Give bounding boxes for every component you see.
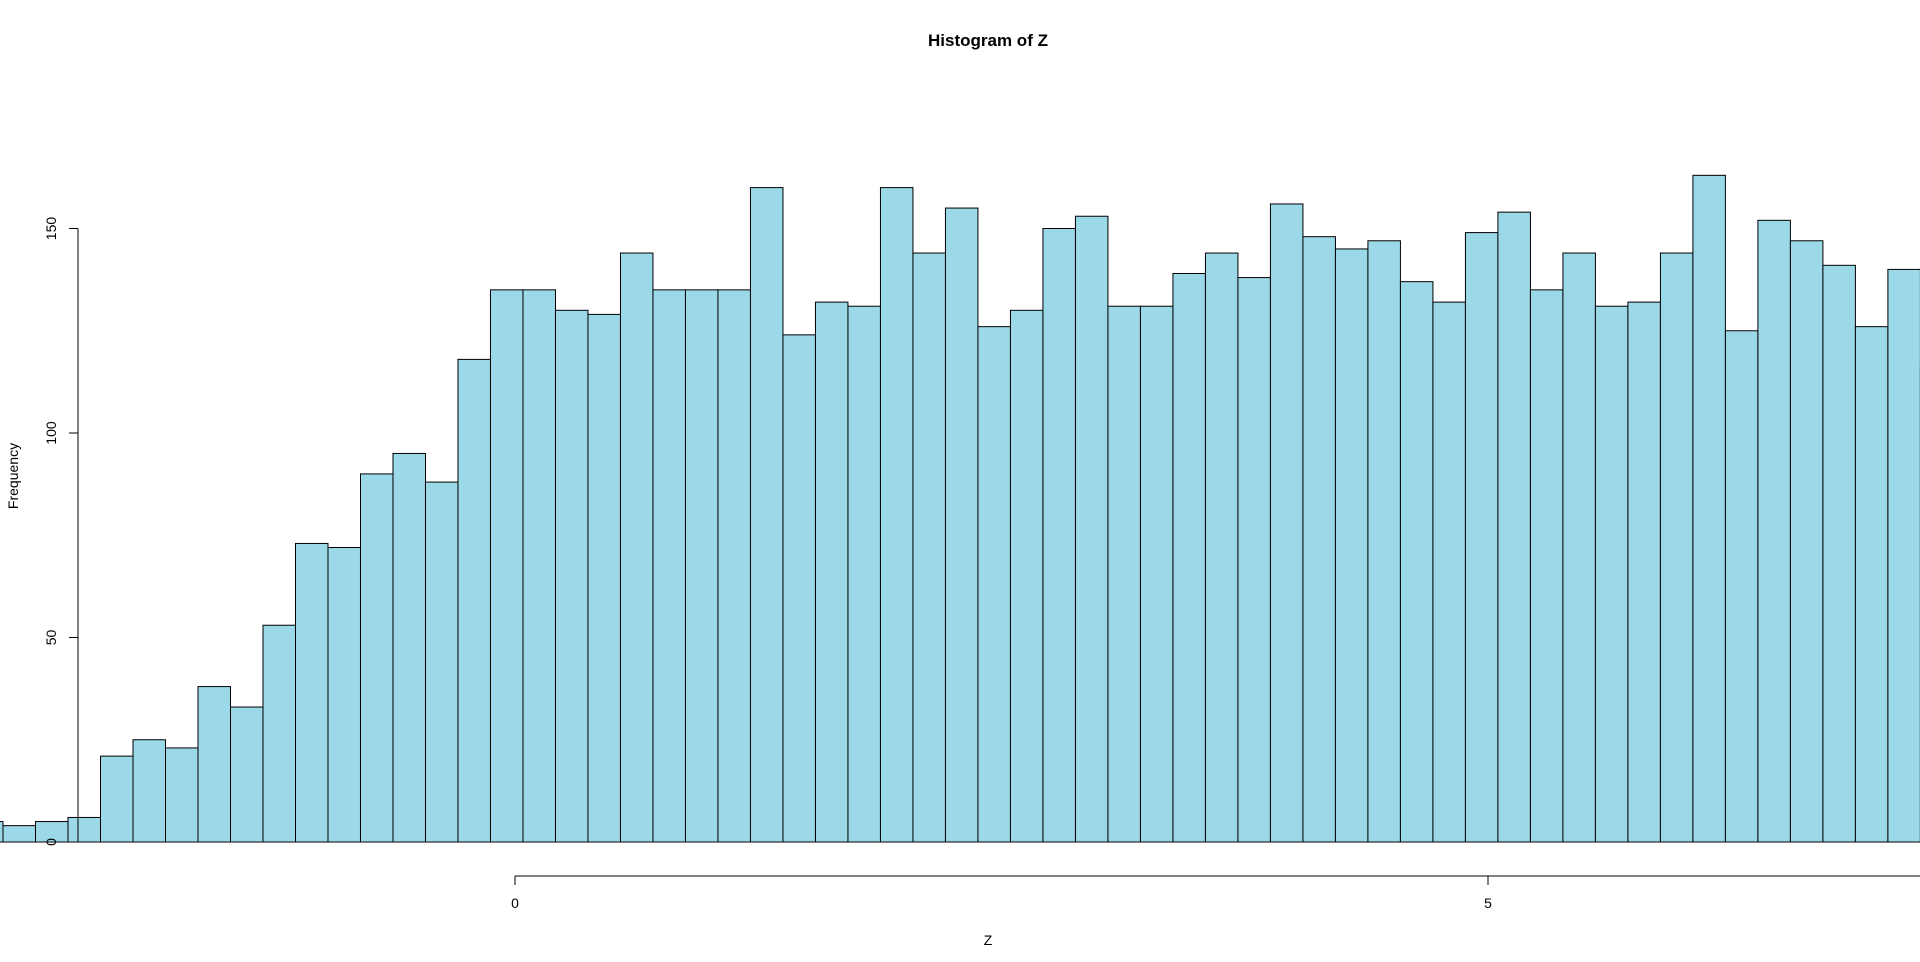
histogram-bar (1302, 236, 1336, 843)
histogram-bar (587, 313, 621, 843)
histogram-bar (1562, 252, 1596, 843)
histogram-bar (1172, 272, 1206, 843)
histogram-bar (2, 825, 37, 843)
histogram-bar (1789, 240, 1824, 843)
histogram-bar (847, 305, 881, 843)
histogram-bar (749, 187, 784, 843)
histogram-bar (262, 624, 296, 843)
histogram-bar (1367, 240, 1401, 843)
y-axis: 0 50 100 150 (43, 217, 79, 846)
histogram-bar (782, 334, 816, 843)
histogram-bar (717, 289, 751, 843)
histogram-bar (652, 289, 686, 843)
x-tick-label: 5 (1484, 895, 1492, 911)
histogram-bar (1269, 203, 1304, 843)
histogram-bar (1497, 211, 1531, 843)
histogram-bar (944, 207, 979, 843)
histogram-bar (197, 686, 231, 843)
histogram-bar (1139, 305, 1174, 843)
histogram-bar (1692, 174, 1726, 843)
histogram-bar (814, 301, 849, 843)
x-axis-label: Z (984, 932, 993, 948)
histogram-bar (1627, 301, 1661, 843)
histogram-bar (1887, 268, 1920, 843)
histogram-bar (327, 547, 361, 843)
histogram-bar (1822, 264, 1856, 843)
x-axis: 0510 (511, 875, 1920, 911)
histogram-bar (1074, 215, 1109, 843)
histogram-bar (1009, 309, 1044, 843)
y-axis-label: Frequency (5, 443, 21, 509)
y-tick-label: 150 (43, 217, 59, 241)
histogram-bar (67, 816, 101, 843)
histogram-bar (619, 252, 654, 843)
histogram-bar (1854, 326, 1889, 843)
histogram-bar (294, 542, 329, 843)
chart-title: Histogram of Z (928, 31, 1048, 50)
histogram-bar (229, 706, 264, 843)
y-tick-label: 50 (43, 630, 59, 646)
histogram-bar (1237, 277, 1271, 843)
histogram-bar (912, 252, 946, 843)
histogram-bar (132, 739, 166, 843)
histogram-bar (1724, 330, 1759, 843)
histogram-bar (1464, 232, 1499, 843)
histogram-bar (1204, 252, 1239, 843)
histogram-bar (1107, 305, 1141, 843)
histogram-bar (424, 481, 459, 843)
histogram-bar (1529, 289, 1564, 843)
histogram-bar (359, 473, 394, 843)
histogram-bar (554, 309, 589, 843)
histogram-bar (1334, 248, 1369, 843)
histogram-bar (165, 747, 199, 843)
histogram-bar (1042, 228, 1076, 843)
histogram-bar (457, 358, 491, 843)
y-tick-label: 0 (43, 838, 59, 846)
histogram-bar (1757, 219, 1791, 843)
histogram-bar (489, 289, 524, 843)
histogram-bar (1432, 301, 1466, 843)
bars-group (0, 174, 1920, 843)
histogram-bar (1594, 305, 1629, 843)
y-tick-label: 100 (43, 421, 59, 445)
histogram-bar (100, 755, 134, 843)
histogram-bar (1399, 281, 1434, 843)
histogram-bar (522, 289, 556, 843)
histogram-bar (977, 326, 1011, 843)
histogram-bar (1659, 252, 1694, 843)
histogram-bar (684, 289, 719, 843)
x-tick-label: 0 (511, 895, 519, 911)
histogram-bar (879, 187, 914, 843)
histogram-bar (392, 452, 426, 843)
